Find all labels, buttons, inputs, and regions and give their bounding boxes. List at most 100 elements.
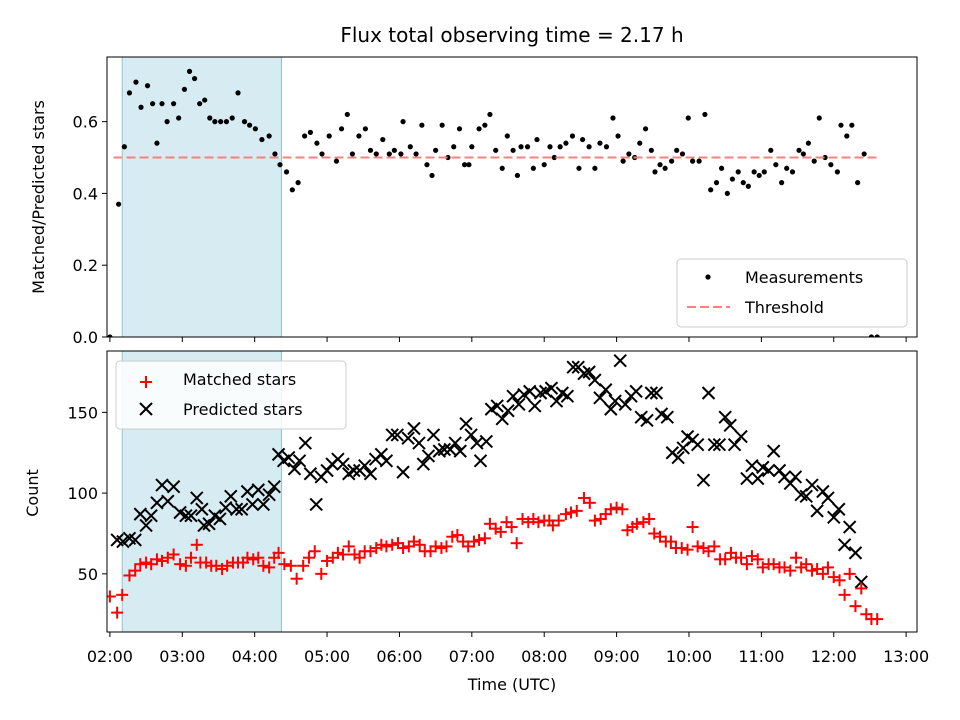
matched-star-point (179, 559, 192, 572)
measurement-point (429, 172, 435, 179)
measurement-point (510, 147, 516, 153)
matched-star-point (494, 525, 507, 538)
predicted-star-point (745, 458, 759, 473)
matched-star-point (451, 529, 464, 542)
predicted-star-point (416, 457, 431, 471)
predicted-star-point (240, 484, 255, 499)
measurement-point (133, 79, 139, 85)
measurement-point (724, 190, 730, 197)
top-y-tick-label: 0.6 (73, 113, 98, 132)
matched-star-point (505, 521, 518, 534)
measurement-point (333, 158, 340, 164)
matched-star-point (284, 559, 297, 572)
predicted-star-point (357, 458, 372, 473)
measurement-point (828, 162, 834, 168)
bottom-x-tick-label: 07:00 (449, 647, 495, 666)
predicted-star-point (347, 463, 361, 478)
measurement-point (874, 334, 880, 337)
matched-star-point (735, 551, 748, 564)
matched-star-point (140, 556, 153, 569)
measurement-point (718, 165, 725, 171)
matched-star-point (691, 540, 704, 553)
measurement-point (223, 119, 230, 125)
predicted-star-point (613, 353, 627, 368)
predicted-star-point (161, 494, 175, 508)
matched-star-point (708, 540, 721, 553)
predicted-star-point (712, 437, 727, 452)
measurement-point (615, 133, 621, 139)
bottom-x-tick-label: 03:00 (159, 647, 205, 666)
predicted-star-point (644, 386, 659, 400)
measurement-point (218, 119, 224, 125)
measurement-point (407, 144, 413, 150)
measurement-point (338, 126, 345, 132)
predicted-star-point (144, 509, 158, 523)
matched-star-point (429, 540, 442, 553)
matched-star-point (806, 564, 819, 577)
predicted-star-point (390, 428, 404, 442)
measurement-point (439, 122, 445, 128)
predicted-star-point (190, 491, 204, 505)
measurement-point (499, 165, 505, 171)
predicted-star-point (309, 497, 323, 512)
measurement-point (176, 115, 182, 121)
predicted-star-point (292, 454, 307, 468)
predicted-star-point (837, 538, 852, 552)
top-legend: Measurements Threshold (676, 258, 908, 328)
measurement-point (657, 162, 663, 168)
measurement-point (834, 169, 840, 175)
measurement-point (115, 201, 122, 207)
predicted-star-point (588, 373, 602, 387)
predicted-star-point (842, 520, 857, 534)
predicted-star-point (219, 500, 233, 515)
predicted-star-point (593, 391, 607, 405)
measurement-point (197, 101, 203, 107)
predicted-star-point (727, 437, 742, 452)
measurement-point (796, 147, 802, 153)
matched-star-point (510, 537, 523, 550)
legend-measurements-marker (705, 274, 711, 280)
predicted-star-point (544, 381, 559, 395)
matched-star-point (263, 561, 276, 574)
measurement-point (259, 136, 265, 143)
predicted-star-point (810, 504, 824, 518)
matched-star-point (784, 564, 797, 577)
measurement-point (302, 133, 308, 139)
predicted-star-point (671, 450, 685, 465)
matched-star-point (257, 559, 270, 572)
bottom-x-tick-label: 12:00 (811, 647, 857, 666)
bottom-x-tick-label: 09:00 (594, 647, 640, 666)
matched-star-point (681, 543, 694, 556)
measurement-point (493, 147, 499, 153)
predicted-star-point (599, 383, 613, 397)
predicted-star-point (298, 436, 313, 450)
bottom-legend: Matched stars Predicted stars (115, 360, 347, 430)
measurement-point (154, 140, 160, 146)
measurement-point (702, 111, 708, 118)
predicted-star-point (139, 518, 153, 533)
measurement-point (159, 101, 165, 107)
predicted-star-point (848, 546, 863, 560)
predicted-star-point (512, 397, 526, 412)
predicted-star-point (723, 418, 737, 432)
measurement-point (735, 169, 741, 175)
measurement-point (212, 119, 218, 125)
matched-star-point (583, 496, 596, 509)
measurement-point (729, 176, 736, 182)
measurement-point (202, 97, 208, 103)
bottom-x-tick-label: 10:00 (666, 647, 712, 666)
predicted-star-point (805, 478, 819, 492)
measurement-point (844, 133, 850, 139)
matched-star-point (800, 558, 813, 571)
measurement-point (476, 126, 482, 132)
top-panel: 0.0 0.2 0.4 0.6 Matched/Predicted stars Mea… (29, 56, 918, 347)
matched-star-point (664, 535, 677, 548)
predicted-star-point (827, 510, 841, 525)
predicted-star-point (761, 463, 776, 478)
measurement-point (740, 180, 746, 186)
matched-star-point (116, 588, 129, 601)
top-measurement-points (107, 68, 880, 337)
measurement-point (433, 147, 439, 153)
measurement-point (713, 180, 720, 186)
